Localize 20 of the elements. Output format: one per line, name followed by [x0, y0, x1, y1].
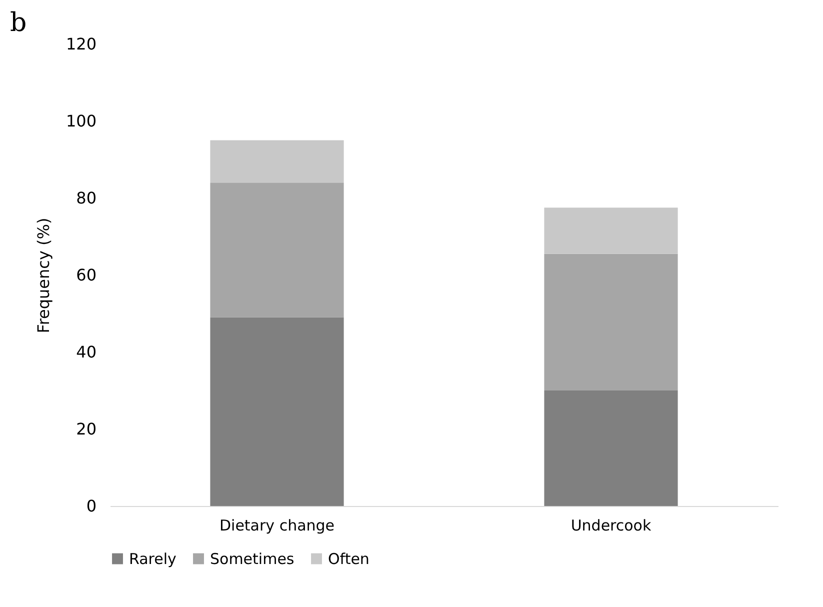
legend-label: Often [328, 550, 370, 568]
y-tick-label: 80 [76, 188, 96, 208]
y-tick-label: 100 [66, 112, 96, 130]
bar [210, 140, 344, 183]
y-tick-label: 0 [86, 496, 96, 516]
bar [210, 317, 344, 506]
y-tick-label: 20 [76, 420, 96, 438]
legend-label: Sometimes [210, 550, 294, 568]
y-tick-label: 120 [66, 34, 96, 54]
bar [544, 390, 678, 506]
x-tick-label: Dietary change [219, 516, 335, 534]
x-tick-label: Undercook [570, 516, 652, 534]
y-tick-label: 40 [76, 342, 96, 362]
bar [210, 182, 344, 318]
bar [544, 208, 678, 254]
bar [544, 254, 678, 390]
y-tick-label: 60 [76, 266, 96, 284]
chart-title: b [10, 8, 27, 38]
legend-label: Rarely [129, 550, 177, 568]
y-axis-title: Frequency (%) [34, 218, 53, 334]
